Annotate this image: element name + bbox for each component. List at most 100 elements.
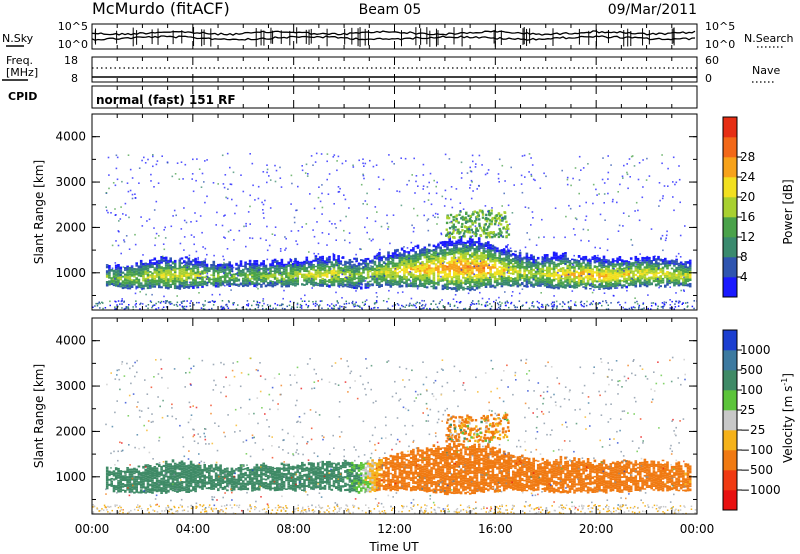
- heatmap-cell: [246, 263, 250, 265]
- heatmap-cell: [139, 284, 143, 287]
- heatmap-cell: [248, 259, 252, 263]
- heatmap-cell: [457, 268, 461, 271]
- heatmap-cell: [180, 465, 184, 468]
- heatmap-cell: [325, 272, 329, 276]
- speckle: [170, 268, 173, 271]
- heatmap-cell: [167, 272, 170, 275]
- heatmap-cell: [475, 267, 479, 269]
- heatmap-cell: [602, 255, 606, 259]
- heatmap-cell: [459, 242, 463, 244]
- heatmap-cell: [183, 486, 186, 488]
- heatmap-cell: [160, 272, 163, 275]
- heatmap-cell: [616, 272, 619, 276]
- heatmap-cell: [657, 259, 660, 261]
- heatmap-cell: [110, 473, 113, 475]
- heatmap-cell: [487, 277, 490, 279]
- heatmap-cell: [344, 260, 347, 264]
- heatmap-cell: [344, 263, 347, 266]
- speckle: [368, 238, 371, 240]
- speckle: [296, 209, 298, 211]
- heatmap-cell: [557, 279, 560, 283]
- heatmap-cell: [561, 285, 565, 289]
- heatmap-cell: [264, 270, 268, 273]
- heatmap-cell: [543, 264, 547, 267]
- heatmap-cell: [158, 273, 161, 277]
- heatmap-cell: [600, 264, 604, 267]
- heatmap-cell: [335, 259, 338, 261]
- heatmap-cell: [548, 286, 551, 289]
- heatmap-cell: [664, 260, 667, 263]
- heatmap-cell: [611, 260, 615, 263]
- ground-clutter: [99, 302, 101, 305]
- speckle: [436, 223, 438, 225]
- heatmap-cell: [105, 466, 109, 470]
- heatmap-cell: [255, 265, 259, 268]
- heatmap-cell: [434, 263, 438, 266]
- heatmap-cell: [253, 262, 256, 265]
- heatmap-cell: [271, 264, 275, 267]
- heatmap-cell: [305, 282, 309, 286]
- heatmap-cell: [498, 277, 501, 281]
- heatmap-cell: [192, 265, 195, 268]
- heatmap-cell: [337, 282, 340, 285]
- heatmap-cell: [591, 280, 594, 284]
- speckle: [429, 172, 432, 175]
- heatmap-cell: [162, 483, 166, 485]
- speckle: [630, 155, 633, 158]
- heatmap-cell: [314, 255, 318, 258]
- ground-clutter: [625, 308, 627, 310]
- heatmap-cell: [360, 272, 363, 275]
- heatmap-cell: [595, 265, 599, 268]
- heatmap-cell: [407, 283, 411, 285]
- heatmap-cell: [639, 277, 642, 280]
- heatmap-cell: [264, 284, 268, 288]
- heatmap-cell: [480, 252, 483, 255]
- heatmap-cell: [398, 282, 402, 286]
- heatmap-cell: [287, 274, 290, 277]
- heatmap-cell: [561, 269, 565, 273]
- ground-clutter: [359, 306, 361, 308]
- heatmap-cell: [643, 266, 647, 269]
- speckle: [484, 173, 487, 176]
- speckle: [413, 227, 415, 229]
- heatmap-cell: [636, 268, 640, 271]
- ground-clutter: [547, 305, 550, 307]
- speckle: [212, 182, 215, 184]
- heatmap-cell: [512, 267, 515, 271]
- heatmap-cell: [466, 286, 470, 288]
- heatmap-cell: [489, 278, 492, 281]
- ground-clutter: [135, 302, 137, 305]
- heatmap-cell: [169, 478, 172, 480]
- heatmap-cell: [607, 265, 610, 269]
- speckle: [513, 184, 515, 186]
- heatmap-cell: [614, 271, 617, 275]
- heatmap-cell: [149, 279, 152, 282]
- heatmap-cell: [307, 272, 311, 275]
- heatmap-cell: [409, 262, 413, 264]
- speckle: [326, 160, 328, 163]
- heatmap-cell: [167, 478, 170, 482]
- heatmap-cell: [149, 472, 152, 475]
- speckle: [358, 159, 360, 162]
- speckle: [336, 264, 338, 267]
- heatmap-cell: [171, 469, 175, 473]
- heatmap-cell: [473, 258, 476, 260]
- heatmap-cell: [484, 276, 488, 279]
- heatmap-cell: [555, 286, 558, 289]
- heatmap-cell: [305, 256, 309, 259]
- heatmap-cell: [539, 276, 542, 279]
- heatmap-cell: [502, 281, 506, 284]
- ground-clutter: [607, 308, 610, 310]
- heatmap-cell: [255, 267, 259, 270]
- heatmap-cell: [425, 262, 429, 266]
- heatmap-cell: [582, 286, 585, 288]
- speckle: [355, 290, 357, 292]
- ground-clutter: [682, 302, 684, 304]
- heatmap-cell: [169, 475, 172, 478]
- heatmap-cell: [405, 276, 408, 280]
- heatmap-cell: [577, 281, 581, 285]
- speckle: [500, 235, 502, 237]
- heatmap-cell: [126, 470, 129, 473]
- heatmap-cell: [396, 272, 399, 275]
- heatmap-cell: [217, 269, 220, 272]
